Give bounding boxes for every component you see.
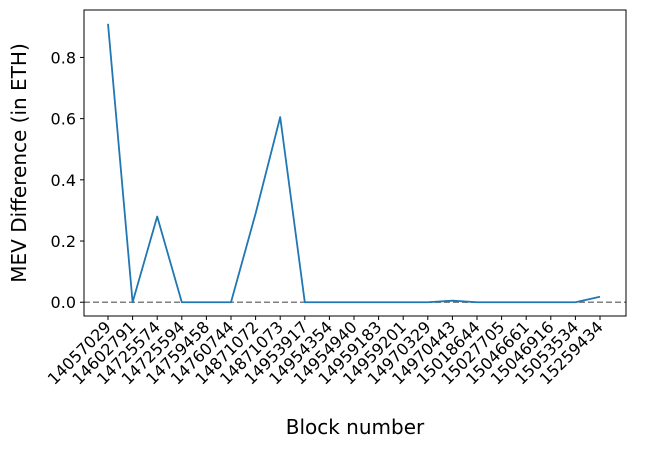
- y-tick-label: 0.6: [51, 110, 76, 129]
- y-axis-label: MEV Difference (in ETH): [7, 43, 31, 282]
- y-tick-label: 0.2: [51, 232, 76, 251]
- y-tick-label: 0.4: [51, 171, 76, 190]
- axes-frame: [83, 9, 627, 317]
- x-axis-label: Block number: [286, 415, 425, 439]
- y-tick-label: 0.0: [51, 293, 76, 312]
- y-tick-label: 0.8: [51, 48, 76, 67]
